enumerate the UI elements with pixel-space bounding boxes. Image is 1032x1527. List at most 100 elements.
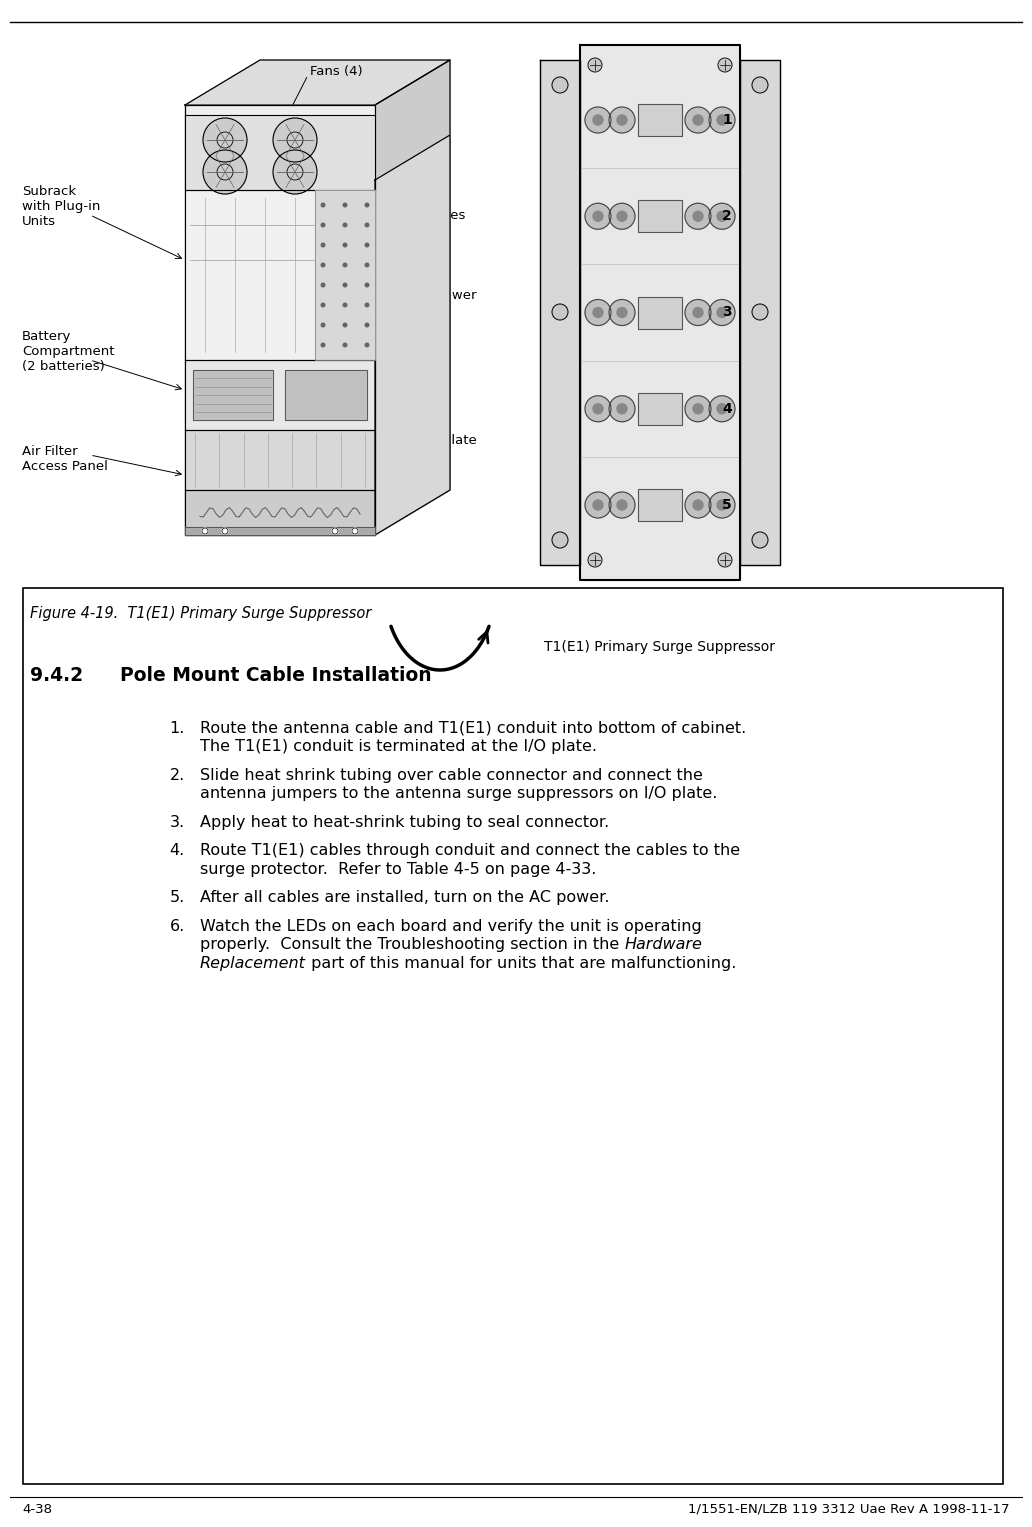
Text: Backplanes: Backplanes [390, 209, 466, 221]
Circle shape [593, 307, 603, 318]
Circle shape [717, 499, 727, 510]
Text: 2: 2 [722, 209, 732, 223]
Text: Air Filter
Access Panel: Air Filter Access Panel [22, 444, 108, 473]
Circle shape [321, 282, 325, 287]
Circle shape [717, 211, 727, 221]
Polygon shape [185, 189, 375, 360]
Circle shape [694, 499, 703, 510]
Polygon shape [375, 134, 450, 534]
Text: properly.  Consult the Troubleshooting section in the: properly. Consult the Troubleshooting se… [200, 938, 624, 953]
Circle shape [609, 203, 635, 229]
Text: 9.4.2: 9.4.2 [30, 666, 84, 686]
Circle shape [321, 243, 325, 247]
Circle shape [352, 528, 358, 534]
Text: 5: 5 [722, 498, 732, 512]
Text: Hardware: Hardware [624, 938, 702, 953]
Circle shape [344, 344, 347, 347]
Circle shape [365, 344, 368, 347]
Circle shape [694, 211, 703, 221]
Circle shape [365, 223, 368, 228]
Circle shape [609, 395, 635, 421]
Text: Apply heat to heat-shrink tubing to seal connector.: Apply heat to heat-shrink tubing to seal… [200, 815, 609, 829]
Text: Replacement: Replacement [200, 956, 305, 971]
Text: 3: 3 [722, 305, 732, 319]
Bar [638, 104, 682, 136]
Text: After all cables are installed, turn on the AC power.: After all cables are installed, turn on … [200, 890, 610, 906]
Circle shape [321, 304, 325, 307]
Circle shape [593, 211, 603, 221]
Circle shape [718, 58, 732, 72]
Circle shape [585, 395, 611, 421]
Polygon shape [315, 189, 375, 360]
Polygon shape [540, 60, 580, 565]
Polygon shape [193, 370, 273, 420]
Circle shape [694, 115, 703, 125]
Circle shape [617, 115, 627, 125]
Text: 1: 1 [722, 113, 732, 127]
Text: 1/1551-EN/LZB 119 3312 Uae Rev A 1998-11-17: 1/1551-EN/LZB 119 3312 Uae Rev A 1998-11… [688, 1503, 1010, 1516]
Circle shape [752, 304, 768, 321]
Text: part of this manual for units that are malfunctioning.: part of this manual for units that are m… [305, 956, 736, 971]
Bar [638, 296, 682, 328]
Polygon shape [740, 60, 780, 565]
Circle shape [717, 403, 727, 414]
Circle shape [332, 528, 338, 534]
Circle shape [694, 403, 703, 414]
Circle shape [609, 107, 635, 133]
Text: 1.: 1. [169, 721, 185, 736]
Circle shape [344, 282, 347, 287]
Circle shape [222, 528, 228, 534]
Text: Battery
Compartment
(2 batteries): Battery Compartment (2 batteries) [22, 330, 115, 373]
Text: Figure 4-19.  T1(E1) Primary Surge Suppressor: Figure 4-19. T1(E1) Primary Surge Suppre… [30, 606, 372, 621]
Circle shape [593, 499, 603, 510]
Circle shape [365, 263, 368, 267]
Circle shape [552, 304, 568, 321]
Circle shape [344, 223, 347, 228]
Polygon shape [285, 370, 367, 420]
Text: AC/DC Power: AC/DC Power [390, 289, 477, 301]
Circle shape [709, 492, 735, 518]
Bar [638, 200, 682, 232]
Circle shape [365, 282, 368, 287]
Text: 4.: 4. [169, 843, 185, 858]
Circle shape [344, 324, 347, 327]
Circle shape [552, 531, 568, 548]
Circle shape [593, 403, 603, 414]
Circle shape [752, 531, 768, 548]
Circle shape [344, 243, 347, 247]
Circle shape [709, 203, 735, 229]
Text: Pole Mount Cable Installation: Pole Mount Cable Installation [120, 666, 431, 686]
Circle shape [585, 107, 611, 133]
Circle shape [609, 492, 635, 518]
Polygon shape [375, 60, 450, 534]
Circle shape [321, 263, 325, 267]
Text: surge protector.  Refer to Table 4-5 on page 4-33.: surge protector. Refer to Table 4-5 on p… [200, 861, 596, 876]
Bar [638, 489, 682, 521]
Text: 5.: 5. [169, 890, 185, 906]
Circle shape [717, 115, 727, 125]
Circle shape [694, 307, 703, 318]
Circle shape [203, 118, 247, 162]
Polygon shape [185, 60, 450, 105]
Polygon shape [185, 527, 375, 534]
Circle shape [365, 324, 368, 327]
Circle shape [202, 528, 208, 534]
Text: Fans (4): Fans (4) [310, 66, 362, 78]
Text: T1(E1) Primary Surge Suppressor: T1(E1) Primary Surge Suppressor [545, 640, 775, 654]
Text: The T1(E1) conduit is terminated at the I/O plate.: The T1(E1) conduit is terminated at the … [200, 739, 596, 754]
Circle shape [344, 203, 347, 206]
Circle shape [752, 76, 768, 93]
Circle shape [273, 150, 317, 194]
Bar [638, 392, 682, 425]
Circle shape [709, 107, 735, 133]
Circle shape [717, 307, 727, 318]
Circle shape [617, 307, 627, 318]
Text: Slide heat shrink tubing over cable connector and connect the: Slide heat shrink tubing over cable conn… [200, 768, 703, 783]
Circle shape [718, 553, 732, 567]
Circle shape [365, 304, 368, 307]
Text: 4: 4 [722, 402, 732, 415]
Bar [23, 588, 1003, 1484]
Circle shape [685, 107, 711, 133]
Circle shape [617, 403, 627, 414]
Circle shape [685, 492, 711, 518]
